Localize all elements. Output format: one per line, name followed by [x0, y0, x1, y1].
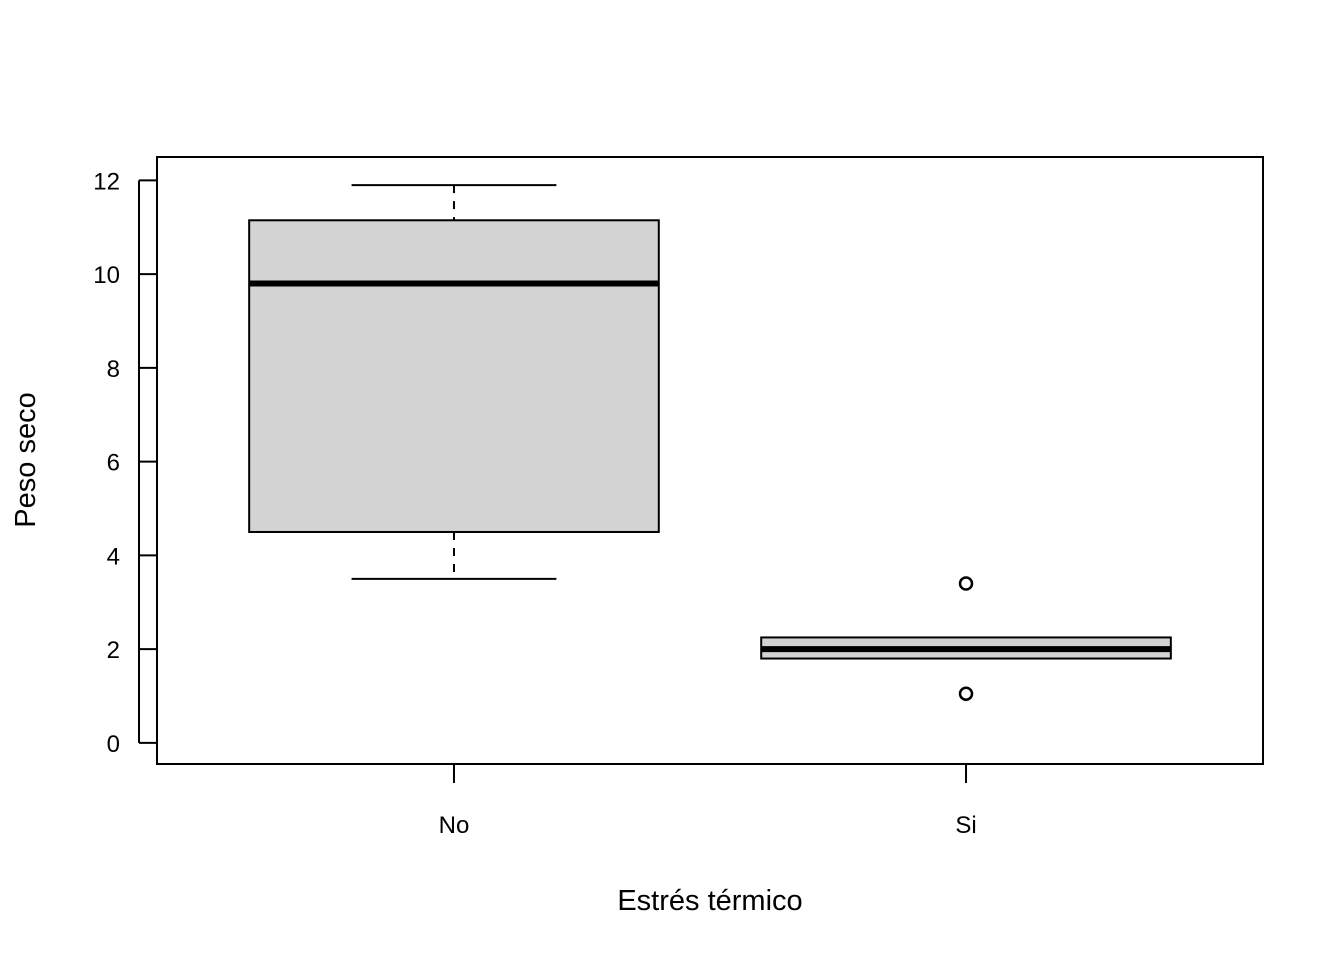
y-tick-label: 2 — [107, 637, 120, 664]
box-no — [248, 184, 660, 580]
y-tick-label: 0 — [107, 731, 120, 758]
y-tick-label: 4 — [107, 543, 120, 570]
x-tick-label: No — [439, 812, 470, 839]
y-axis: 0 2 4 6 8 10 12 — [93, 168, 157, 758]
y-tick-label: 10 — [93, 262, 120, 289]
y-tick-label: 8 — [107, 356, 120, 383]
box-si — [760, 576, 1172, 701]
x-tick-label: Si — [955, 812, 976, 839]
outlier-point — [958, 576, 974, 591]
y-axis-title: Peso seco — [10, 392, 42, 527]
y-tick-label: 6 — [107, 450, 120, 477]
y-tick-label: 12 — [93, 168, 120, 195]
x-axis-title: Estrés térmico — [617, 885, 802, 917]
plot-frame — [156, 156, 1264, 765]
x-axis: No Si — [439, 764, 977, 839]
box-series — [248, 184, 1172, 701]
outlier-point — [958, 686, 974, 701]
iqr-box — [248, 219, 660, 533]
